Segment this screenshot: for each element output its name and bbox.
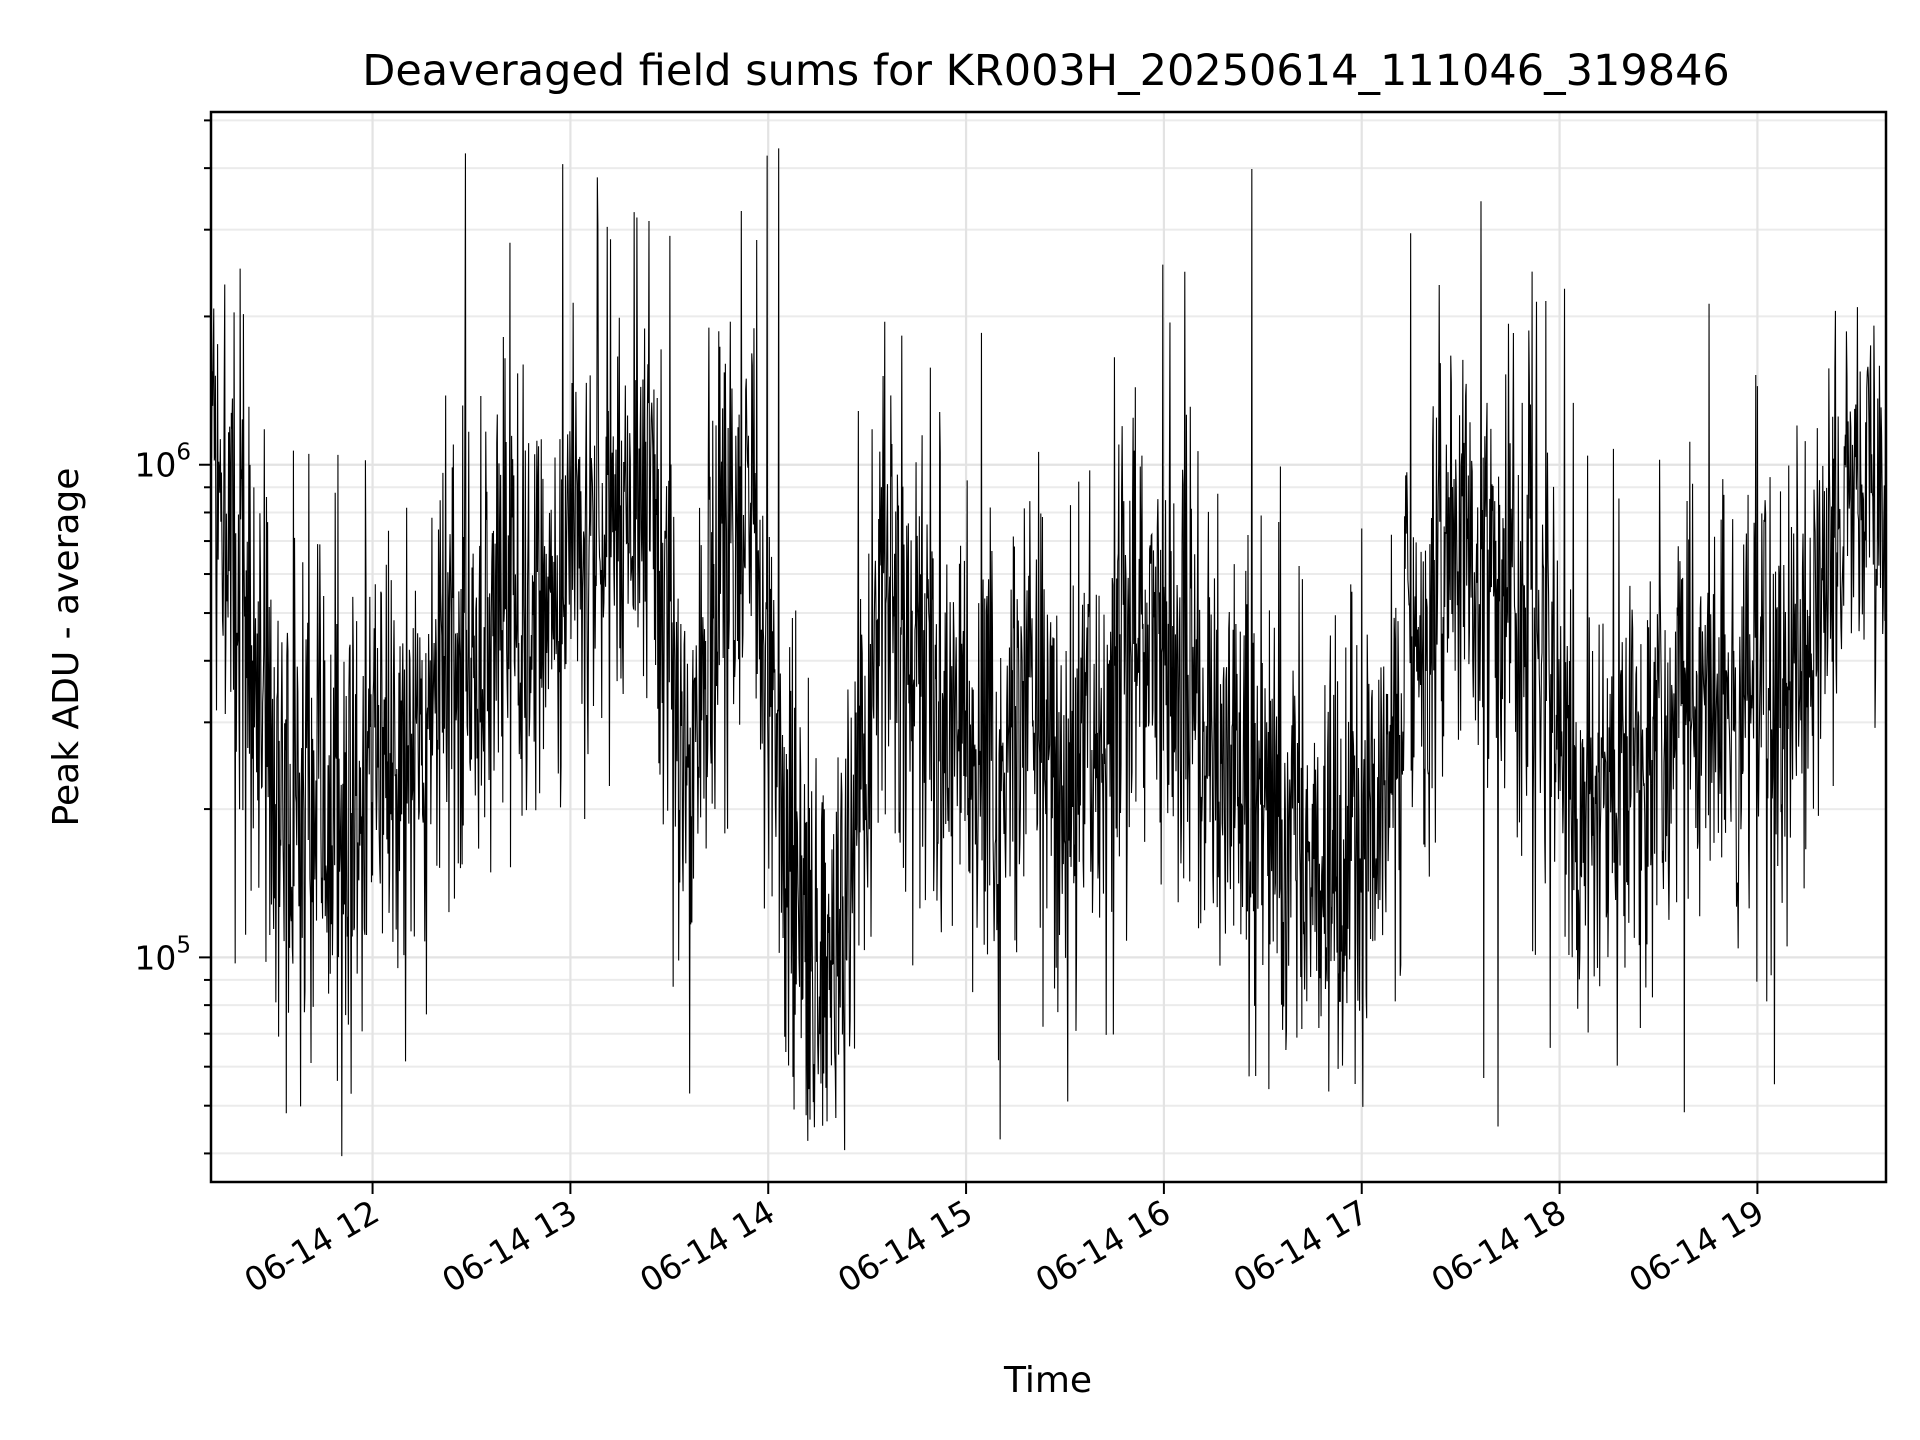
chart-title: Deaveraged field sums for KR003H_2025061… — [362, 46, 1730, 96]
x-tick-label: 06-14 12 — [238, 1192, 386, 1300]
x-tick-label: 06-14 14 — [633, 1192, 781, 1300]
x-tick-label: 06-14 17 — [1227, 1192, 1375, 1300]
x-tick-label: 06-14 13 — [435, 1192, 583, 1300]
series-line — [211, 148, 1886, 1157]
plot-frame — [209, 110, 1888, 1184]
plot-area — [211, 148, 1886, 1157]
x-axis-label: Time — [1003, 1360, 1092, 1401]
x-tick-label: 06-14 19 — [1622, 1192, 1770, 1300]
y-tick-label: 106 — [134, 440, 191, 485]
x-tick-label: 06-14 16 — [1029, 1192, 1177, 1300]
x-axis: 06-14 12 06-14 13 06-14 14 06-14 15 06-14 16… — [238, 1182, 1770, 1300]
x-tick-label: 06-14 18 — [1425, 1192, 1573, 1300]
y-axis-label: Peak ADU - average — [46, 468, 87, 827]
x-tick-label: 06-14 15 — [831, 1192, 979, 1300]
y-axis: 105 106 — [134, 119, 211, 1155]
y-tick-label: 105 — [134, 932, 191, 977]
